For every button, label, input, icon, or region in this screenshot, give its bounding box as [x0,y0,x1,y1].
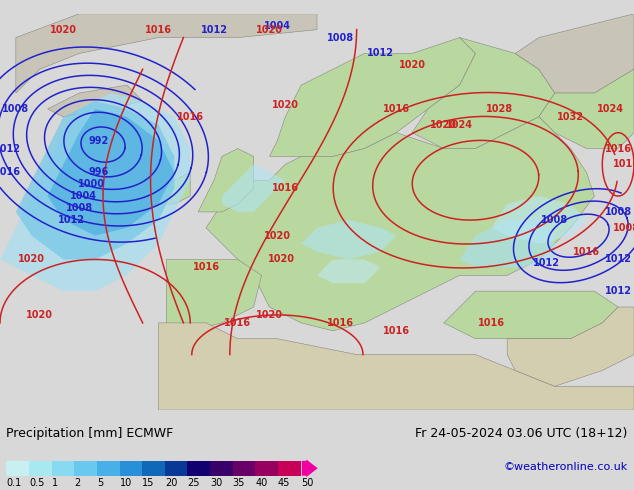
Text: 1016: 1016 [573,246,600,257]
Text: 2: 2 [74,478,81,488]
Text: 1012: 1012 [367,49,394,58]
Polygon shape [269,38,476,156]
Text: 1028: 1028 [486,104,513,114]
Polygon shape [48,85,143,117]
Bar [233,461,256,476]
Text: 5: 5 [97,478,103,488]
Text: 1020: 1020 [50,24,77,35]
Text: 1008: 1008 [612,223,634,233]
Text: 1008: 1008 [66,203,93,213]
Bar [6,461,29,476]
Bar [120,461,142,476]
Bar [142,461,165,476]
Text: ©weatheronline.co.uk: ©weatheronline.co.uk [503,462,628,472]
Text: 1016: 1016 [612,159,634,170]
Text: 1020: 1020 [272,100,299,110]
Text: 1016: 1016 [383,326,410,336]
Text: 1: 1 [51,478,58,488]
Polygon shape [317,260,380,283]
Text: 1016: 1016 [605,144,631,153]
Text: 0.5: 0.5 [29,478,44,488]
Text: 1024: 1024 [597,104,624,114]
Text: 1020: 1020 [18,254,45,265]
Polygon shape [158,172,190,204]
Text: 0.1: 0.1 [6,478,22,488]
Text: 40: 40 [256,478,268,488]
Polygon shape [16,101,174,260]
Text: 1008: 1008 [541,215,568,225]
Text: 1032: 1032 [557,112,584,122]
Text: 1012: 1012 [605,254,631,265]
Polygon shape [515,14,634,93]
Text: 1016: 1016 [145,24,172,35]
Text: 1020: 1020 [26,310,53,320]
FancyArrow shape [302,460,318,477]
Text: 1012: 1012 [533,258,560,269]
Bar [188,461,210,476]
Text: 1012: 1012 [58,215,85,225]
Text: 50: 50 [301,478,313,488]
Text: 30: 30 [210,478,223,488]
Text: 1016: 1016 [272,183,299,193]
Polygon shape [460,220,555,268]
Polygon shape [206,117,595,331]
Text: 1016: 1016 [224,318,251,328]
Text: Fr 24-05-2024 03.06 UTC (18+12): Fr 24-05-2024 03.06 UTC (18+12) [415,427,628,440]
Text: 1012: 1012 [605,286,631,296]
Text: 10: 10 [120,478,132,488]
Text: 1020: 1020 [430,120,457,130]
Bar [97,461,120,476]
Text: 1004: 1004 [70,191,97,201]
Text: 1016: 1016 [383,104,410,114]
Text: 1016: 1016 [177,112,204,122]
Polygon shape [0,93,190,291]
Text: 1008: 1008 [605,207,631,217]
Bar [278,461,301,476]
Text: 45: 45 [278,478,290,488]
Text: 1000: 1000 [77,179,105,189]
Text: 1016: 1016 [0,167,22,177]
Polygon shape [222,164,285,212]
Polygon shape [507,307,634,386]
Bar [165,461,188,476]
Text: 1020: 1020 [399,60,425,70]
Text: 1020: 1020 [256,310,283,320]
Text: 1020: 1020 [256,24,283,35]
Polygon shape [491,196,586,244]
Polygon shape [158,323,634,410]
Bar [29,461,51,476]
Text: 1020: 1020 [268,254,295,265]
Text: 1016: 1016 [478,318,505,328]
Polygon shape [301,220,396,260]
Bar [74,461,97,476]
Polygon shape [444,291,618,339]
Text: 1008: 1008 [3,104,29,114]
Text: 1020: 1020 [264,231,291,241]
Text: 996: 996 [89,167,109,177]
Text: Precipitation [mm] ECMWF: Precipitation [mm] ECMWF [6,427,174,440]
Bar [256,461,278,476]
Text: 15: 15 [142,478,155,488]
Text: 20: 20 [165,478,178,488]
Text: 35: 35 [233,478,245,488]
Polygon shape [16,14,317,93]
Text: 25: 25 [188,478,200,488]
Polygon shape [198,148,254,212]
Text: 1012: 1012 [200,24,228,35]
Text: 1016: 1016 [193,263,219,272]
Polygon shape [539,69,634,148]
Polygon shape [412,38,555,148]
Polygon shape [48,109,174,236]
Text: 1016: 1016 [327,318,354,328]
Text: 1004: 1004 [264,21,291,31]
Bar [210,461,233,476]
Text: 992: 992 [89,136,109,146]
Text: 1012: 1012 [0,144,22,153]
Bar [51,461,74,476]
Text: 1008: 1008 [327,32,354,43]
Polygon shape [166,260,261,331]
Text: 1024: 1024 [446,120,473,130]
